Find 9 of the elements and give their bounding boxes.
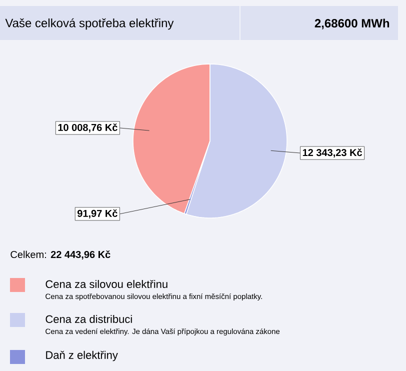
legend-label: Cena za distribuci (46, 314, 132, 324)
chart-subtitle: 2,68600 MWh (314, 18, 390, 30)
text: Celkem: 22 443,96 Kč (10, 250, 110, 260)
chart-title: Vaše celková spotřeba elektřiny (5, 18, 174, 30)
legend-label: Cena za silovou elektřinu (46, 280, 168, 288)
data-label: 12 343,23 Kč (302, 148, 362, 158)
legend-label: Daň z elektřiny (46, 350, 118, 362)
data-label: 10 008,76 Kč (58, 123, 118, 132)
data-label: 91,97 Kč (77, 209, 118, 218)
